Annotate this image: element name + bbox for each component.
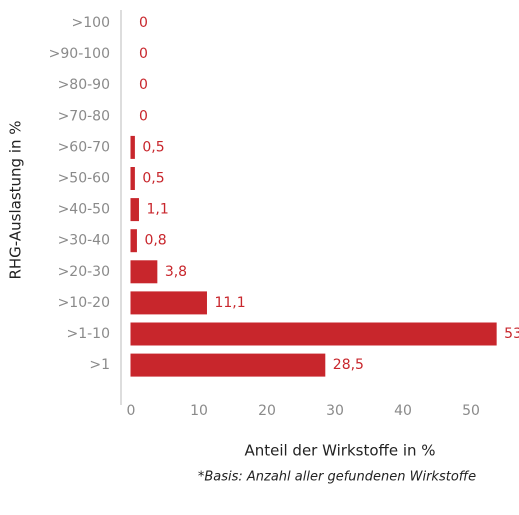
y-tick-label: >10-20 [58, 295, 110, 311]
bar [130, 229, 137, 253]
data-label: 28,5 [333, 357, 364, 373]
x-tick-label: 10 [190, 403, 208, 419]
y-tick-label: >50-60 [58, 171, 110, 187]
y-axis-title: RHG-Auslastung in % [7, 120, 25, 279]
data-label: 1,1 [146, 202, 168, 218]
data-label: 0 [139, 77, 148, 93]
y-tick-label: >60-70 [58, 139, 110, 155]
bar [130, 198, 139, 222]
x-tick-label: 40 [394, 403, 412, 419]
y-tick-label: >20-30 [58, 264, 110, 280]
y-tick-label: >30-40 [58, 233, 110, 249]
bar [130, 167, 135, 190]
y-tick-label: >100 [72, 15, 110, 31]
bar [130, 135, 135, 159]
bar [130, 291, 207, 315]
data-label: 0 [139, 46, 148, 62]
x-axis-title: Anteil der Wirkstoffe in % [244, 442, 435, 460]
y-tick-label: >1-10 [66, 326, 110, 342]
footnote: *Basis: Anzahl aller gefundenen Wirkstof… [198, 470, 476, 485]
data-label: 53,7 [504, 326, 519, 342]
x-tick-label: 50 [462, 403, 480, 419]
data-label: 11,1 [214, 295, 245, 311]
y-tick-label: >40-50 [58, 202, 110, 218]
y-tick-label: >80-90 [58, 77, 110, 93]
data-label: 0 [139, 108, 148, 124]
bar [130, 260, 158, 284]
data-label: 0,5 [142, 139, 164, 155]
y-tick-label: >1 [89, 357, 110, 373]
x-tick-label: 20 [258, 403, 276, 419]
data-label: 0 [139, 15, 148, 31]
bar [130, 322, 497, 346]
y-tick-label: >90-100 [49, 46, 110, 62]
bar [130, 353, 326, 377]
x-tick-label: 0 [127, 403, 136, 419]
x-tick-label: 30 [326, 403, 344, 419]
data-label: 0,5 [142, 171, 164, 187]
data-label: 0,8 [144, 233, 166, 249]
y-tick-label: >70-80 [58, 108, 110, 124]
data-label: 3,8 [165, 264, 187, 280]
